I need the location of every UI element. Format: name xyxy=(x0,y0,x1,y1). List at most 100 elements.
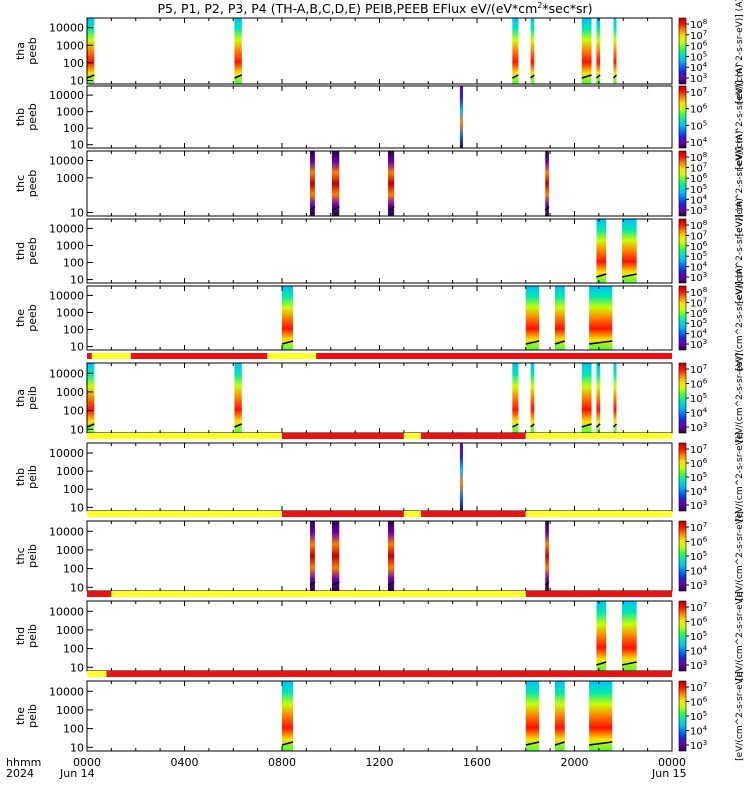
y-axis-label-probe: the xyxy=(14,707,27,725)
colorbar-tick-exp: 3 xyxy=(703,421,707,429)
colorbar-tick-exp: 3 xyxy=(703,72,707,80)
colorbar-tick-label: 106 xyxy=(690,616,708,629)
colorbar-tick-exp: 8 xyxy=(703,286,707,294)
colorbar-units-label: [eV/(cm^2-s-sr-eV)] xyxy=(735,671,745,761)
status-bar-segment xyxy=(420,433,526,439)
colorbar-tick-label: 103 xyxy=(690,499,707,512)
colorbar-tick-exp: 7 xyxy=(703,601,707,609)
spectrum-segment xyxy=(589,286,613,350)
y-tick-label: 10000 xyxy=(49,367,84,380)
colorbar-tick-exp: 3 xyxy=(703,659,707,667)
potential-trace xyxy=(544,581,550,586)
colorbar-tick-base: 10 xyxy=(690,164,703,175)
y-tick-label: 100 xyxy=(63,563,84,576)
colorbar-tick-label: 106 xyxy=(690,172,708,185)
y-axis-label-probe: thb xyxy=(14,108,27,126)
figure-title-sup: 2 xyxy=(537,1,543,10)
status-bar-segment xyxy=(316,353,672,359)
y-tick-label: 10 xyxy=(70,581,84,594)
colorbar-tick-label: 108 xyxy=(690,151,707,164)
panel-background xyxy=(87,521,672,591)
colorbar-tick-exp: 8 xyxy=(703,151,707,159)
spectrum-segment xyxy=(530,363,535,433)
colorbar-tick-base: 10 xyxy=(690,63,703,74)
status-bar-segment xyxy=(525,433,672,439)
time-axis-footer: hhmm 2024 Jun 14 Jun 15 0000 0400 0800 1200… xyxy=(6,756,687,780)
potential-trace xyxy=(595,423,601,428)
spectrum-segment xyxy=(525,286,540,350)
colorbar-tick-label: 103 xyxy=(690,271,707,284)
potential-trace xyxy=(331,581,340,586)
colorbar-tick-base: 10 xyxy=(690,538,703,549)
colorbar-tick-exp: 4 xyxy=(703,565,708,573)
panel-background xyxy=(87,363,672,433)
potential-trace xyxy=(281,340,294,345)
colorbar-tick-base: 10 xyxy=(690,698,703,709)
status-bar-segment xyxy=(525,591,672,597)
colorbar-tick-exp: 4 xyxy=(703,407,708,415)
colorbar-tick-base: 10 xyxy=(690,523,703,534)
colorbar-units-label: [eV/(cm^2-s-sr-eV)] (A) xyxy=(735,131,745,237)
y-tick-label: 100 xyxy=(63,257,84,270)
colorbar-tick-base: 10 xyxy=(690,20,703,31)
colorbar-units-label: [eV/(cm^2-s-sr-eV)] (A) xyxy=(735,0,745,104)
colorbar-tick-exp: 7 xyxy=(703,296,707,304)
y-tick-label: 10 xyxy=(70,139,84,152)
spectrum-segment xyxy=(555,286,565,350)
y-axis-label-species: peib xyxy=(26,465,39,489)
colorbar-tick-base: 10 xyxy=(690,252,703,263)
spectrum-segment xyxy=(310,521,315,591)
y-tick-label: 1000 xyxy=(56,704,84,717)
potential-trace xyxy=(612,423,618,428)
colorbar-tick-base: 10 xyxy=(690,319,703,330)
colorbar-tick-base: 10 xyxy=(690,105,703,116)
y-tick-label: 100 xyxy=(63,122,84,135)
colorbar-tick-exp: 4 xyxy=(703,485,708,493)
colorbar-units-label: [eV/(cm^2-s-sr-eV)] xyxy=(735,353,745,443)
colorbar-tick-label: 107 xyxy=(690,601,707,614)
colorbar-tick-label: 104 xyxy=(690,725,708,738)
colorbar-tick-base: 10 xyxy=(690,661,703,672)
colorbar-tick-label: 105 xyxy=(690,50,707,63)
spectrum-segment xyxy=(331,521,340,591)
colorbar-tick-label: 106 xyxy=(690,103,708,116)
colorbar-tick-label: 107 xyxy=(690,229,707,242)
spectrum-segment xyxy=(87,18,95,84)
colorbar-tick-base: 10 xyxy=(690,153,703,164)
figure-title: P5, P1, P2, P3, P4 (TH-A,B,C,D,E) PEIB,P… xyxy=(0,1,750,16)
colorbar-tick-label: 105 xyxy=(690,630,707,643)
status-bar-segment xyxy=(130,353,268,359)
status-bar-segment xyxy=(87,433,282,439)
spectrum-segment xyxy=(545,151,549,216)
status-bar-segment xyxy=(111,591,526,597)
y-axis-label-species: peib xyxy=(26,386,39,410)
status-bar-segment xyxy=(267,353,317,359)
colorbar-tick-base: 10 xyxy=(690,31,703,42)
spectrum-segment xyxy=(622,219,637,283)
colorbar-tick-base: 10 xyxy=(690,195,703,206)
y-tick-label: 1000 xyxy=(56,544,84,557)
panel-background xyxy=(87,219,672,283)
y-tick-label: 1000 xyxy=(56,306,84,319)
colorbar-tick-base: 10 xyxy=(690,88,703,99)
colorbar-tick-base: 10 xyxy=(690,683,703,694)
colorbar-tick-exp: 5 xyxy=(703,119,707,127)
y-tick-label: 10000 xyxy=(49,222,84,235)
colorbar-tick-base: 10 xyxy=(690,231,703,242)
potential-trace xyxy=(234,423,243,428)
y-tick-label: 10 xyxy=(70,741,84,754)
colorbar-tick-exp: 4 xyxy=(703,328,708,336)
colorbar-tick-base: 10 xyxy=(690,567,703,578)
colorbar-tick-label: 104 xyxy=(690,61,708,74)
potential-trace xyxy=(581,74,592,79)
y-tick-label: 10000 xyxy=(49,155,84,168)
colorbar-tick-base: 10 xyxy=(690,298,703,309)
colorbar-tick-exp: 5 xyxy=(703,630,707,638)
colorbar-tick-label: 108 xyxy=(690,286,707,299)
y-tick-label: 100 xyxy=(63,324,84,337)
spectrum-segment xyxy=(596,18,601,84)
colorbar-tick-base: 10 xyxy=(690,603,703,614)
colorbar-tick-exp: 7 xyxy=(703,681,707,689)
